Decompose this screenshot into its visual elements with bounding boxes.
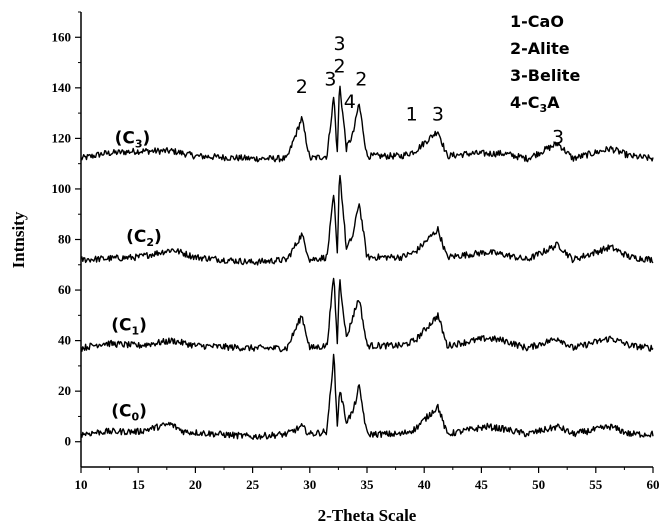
y-tick-label: 20 (58, 383, 71, 398)
series-group (80, 85, 654, 440)
peak-label: 4 (344, 91, 356, 113)
peak-label: 2 (296, 76, 308, 98)
x-tick-label: 50 (532, 477, 545, 492)
peak-label: 3 (552, 126, 564, 148)
x-tick-label: 55 (589, 477, 603, 492)
x-tick-label: 35 (361, 477, 375, 492)
legend: 1-CaO 2-Alite 3-Belite 4-C3A (510, 12, 580, 115)
legend-entry: 4-C3A (510, 93, 560, 115)
series-line-C2 (80, 174, 654, 266)
y-tick-label: 140 (52, 80, 72, 95)
series-line-C0 (80, 353, 654, 440)
peak-label: 3 (324, 68, 336, 90)
series-line-C1 (80, 277, 654, 353)
y-tick-label: 60 (58, 282, 71, 297)
x-ticks: 10 15 20 25 30 35 40 45 50 55 60 (75, 467, 660, 492)
peak-label: 2 (355, 68, 367, 90)
x-axis-title: 2-Theta Scale (318, 506, 417, 525)
y-tick-label: 120 (52, 130, 72, 145)
series-label-C3: (C3) (115, 128, 151, 150)
y-axis-title: Intnsity (9, 211, 28, 268)
peak-labels: 322 3 241 33 (296, 33, 564, 149)
x-tick-label: 15 (132, 477, 146, 492)
y-tick-label: 160 (52, 29, 72, 44)
series-label-C0: (C0) (111, 401, 147, 423)
x-tick-label: 25 (246, 477, 260, 492)
peak-label: 3 (432, 104, 444, 126)
series-line-C3 (80, 85, 654, 163)
y-ticks: 0 20 40 60 80 100 120 140 160 (52, 11, 81, 449)
series-label-C1: (C1) (111, 316, 147, 338)
legend-entry: 3-Belite (510, 66, 580, 85)
x-tick-label: 40 (418, 477, 431, 492)
peak-label: 1 (406, 104, 418, 126)
legend-entry: 1-CaO (510, 12, 564, 31)
x-tick-label: 20 (189, 477, 202, 492)
series-label-C2: (C2) (126, 227, 162, 249)
peak-label: 2 (333, 56, 345, 78)
y-tick-label: 0 (65, 434, 72, 449)
x-tick-label: 10 (75, 477, 88, 492)
x-tick-label: 45 (475, 477, 489, 492)
series-labels: (C3) (C2) (C1) (C0) (111, 128, 162, 423)
legend-entry: 2-Alite (510, 39, 570, 58)
y-tick-label: 100 (52, 181, 72, 196)
y-tick-label: 40 (58, 333, 71, 348)
peak-label: 3 (333, 33, 345, 55)
x-tick-label: 60 (647, 477, 660, 492)
y-tick-label: 80 (58, 232, 71, 247)
x-tick-label: 30 (303, 477, 316, 492)
